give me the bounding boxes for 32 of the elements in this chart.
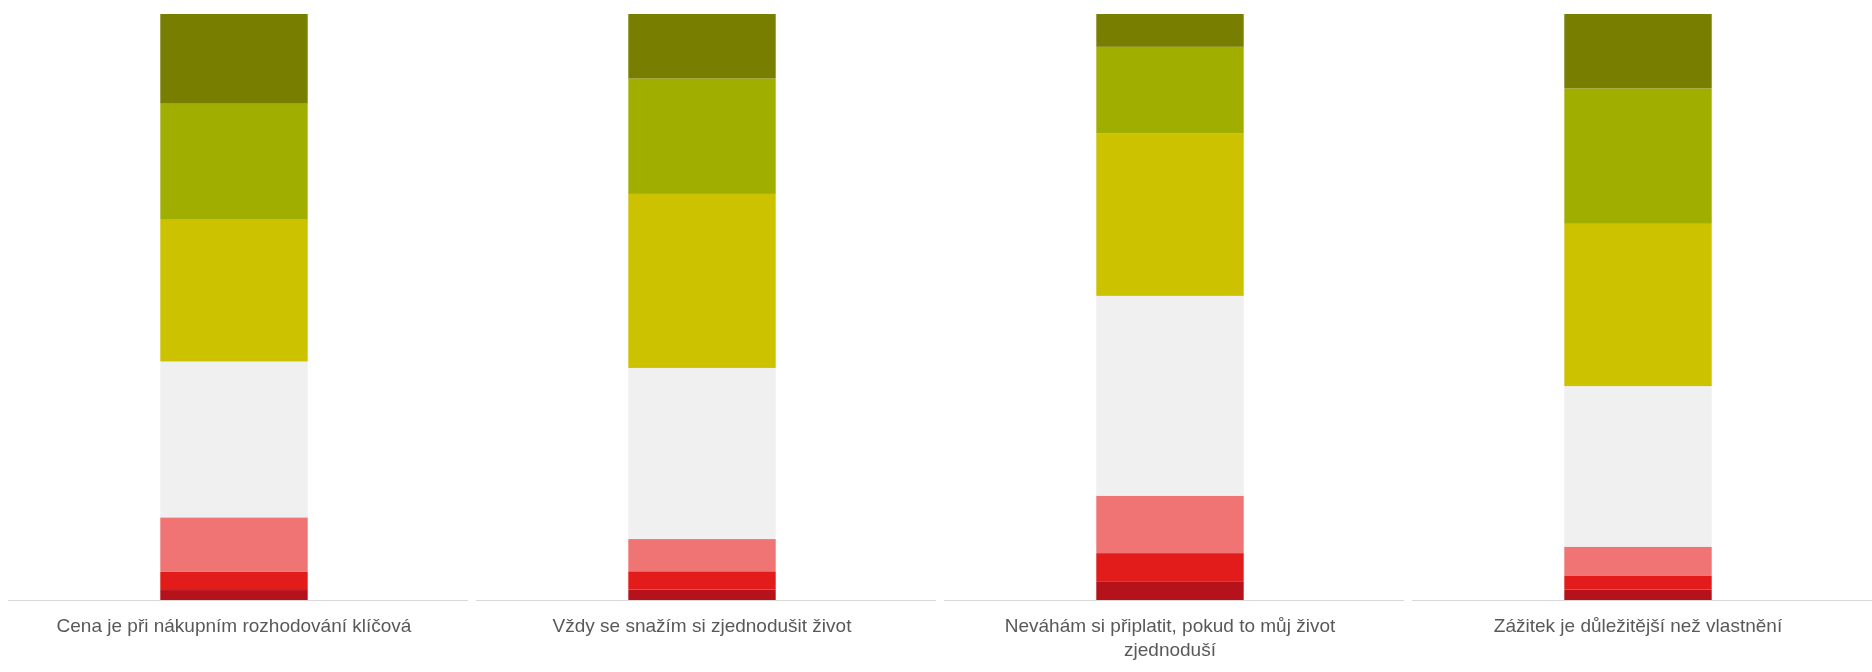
bar [160, 517, 308, 572]
bar [1096, 133, 1244, 296]
bar [1564, 386, 1712, 547]
bar [1096, 581, 1244, 600]
bar [160, 590, 308, 600]
bar [628, 78, 776, 194]
bar [160, 361, 308, 518]
x-tick-label: Cena je při nákupním rozhodování klíčová [56, 615, 412, 636]
bar [1096, 295, 1244, 496]
bar [1564, 589, 1712, 600]
bar [1564, 88, 1712, 224]
x-tick-label: Zážitek je důležitější než vlastnění [1493, 615, 1783, 636]
bar [628, 571, 776, 590]
bar [1096, 553, 1244, 582]
x-tick-label: Vždy se snažím si zjednodušit život [552, 615, 853, 636]
bar [1564, 223, 1712, 387]
bar [160, 219, 308, 362]
x-tick-label: Neváhám si připlatit, pokud to můj život zjednoduší [1004, 615, 1336, 660]
bar [628, 14, 776, 79]
bar [1096, 14, 1244, 47]
bar [1096, 46, 1244, 134]
bar [1096, 495, 1244, 554]
bar [160, 571, 308, 591]
bar [628, 539, 776, 572]
bar [1564, 575, 1712, 590]
bar [628, 589, 776, 600]
bar [160, 103, 308, 220]
bar [628, 193, 776, 368]
bar [160, 14, 308, 104]
bar [1564, 14, 1712, 89]
bar [1564, 546, 1712, 576]
bar [628, 367, 776, 540]
